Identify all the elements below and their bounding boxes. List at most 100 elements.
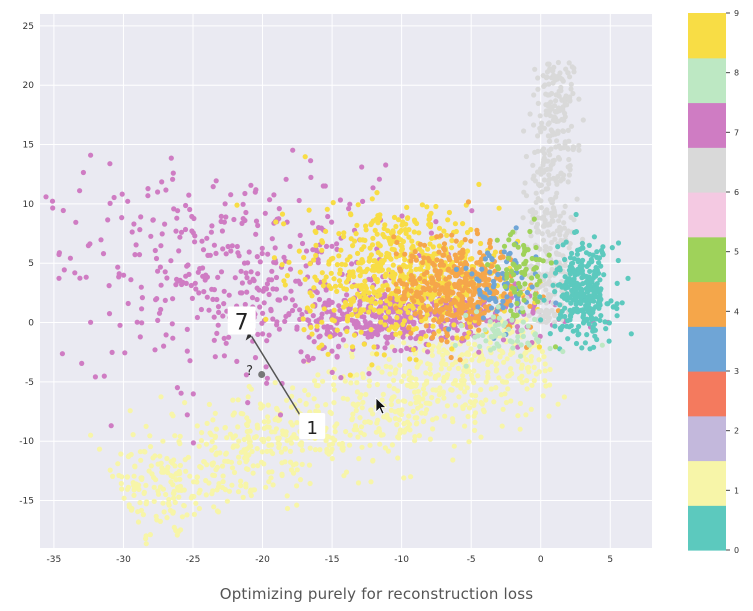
data-point-digit-7 — [228, 192, 234, 198]
y-tick-label: 10 — [23, 200, 35, 210]
data-point-digit-9 — [370, 218, 376, 224]
data-point-digit-7 — [286, 311, 292, 317]
data-point-digit-1 — [314, 403, 320, 409]
data-point-digit-1 — [331, 374, 338, 381]
data-point-digit-9 — [387, 301, 393, 307]
data-point-digit-7 — [138, 284, 144, 290]
data-point-digit-9 — [430, 323, 436, 329]
data-point-digit-6 — [565, 228, 571, 234]
data-point-digit-1 — [250, 463, 256, 469]
data-point-digit-6 — [542, 244, 549, 250]
data-point-digit-0 — [596, 260, 602, 266]
data-point-digit-1 — [517, 400, 524, 406]
data-point-digit-6 — [545, 61, 551, 67]
data-point-digit-9 — [390, 229, 396, 235]
data-point-digit-6 — [543, 281, 549, 287]
data-point-digit-7 — [106, 311, 113, 317]
data-point-digit-9 — [362, 294, 368, 300]
colorbar-segment — [688, 147, 726, 193]
data-point-digit-6 — [545, 229, 551, 235]
data-point-digit-1 — [408, 474, 414, 480]
data-point-digit-6 — [551, 64, 557, 70]
data-point-digit-4 — [406, 325, 412, 331]
data-point-digit-1 — [132, 464, 138, 470]
data-point-digit-3 — [480, 315, 486, 321]
data-point-digit-1 — [244, 446, 250, 452]
data-point-digit-1 — [245, 394, 251, 400]
data-point-digit-7 — [260, 310, 266, 316]
data-point-digit-7 — [72, 270, 78, 276]
data-point-digit-9 — [323, 274, 329, 280]
data-point-digit-7 — [266, 291, 272, 298]
data-point-digit-9 — [286, 259, 292, 265]
data-point-digit-9 — [337, 270, 343, 276]
data-point-digit-7 — [173, 228, 179, 234]
data-point-digit-8 — [482, 327, 488, 333]
data-point-digit-9 — [349, 344, 356, 350]
data-point-digit-1 — [248, 443, 254, 449]
colorbar-tick-label: 6 — [734, 188, 739, 197]
data-point-digit-9 — [425, 291, 431, 297]
data-point-digit-7 — [159, 231, 165, 237]
data-point-digit-4 — [433, 307, 439, 313]
data-point-digit-7 — [232, 275, 238, 281]
data-point-digit-0 — [590, 275, 596, 281]
data-point-digit-9 — [296, 248, 302, 254]
data-point-digit-1 — [181, 502, 187, 509]
data-point-digit-1 — [369, 351, 375, 357]
colorbar-segment — [688, 326, 726, 372]
data-point-digit-9 — [377, 216, 383, 222]
data-point-digit-3 — [479, 266, 485, 272]
digit-one-box — [299, 412, 326, 439]
data-point-digit-4 — [413, 257, 419, 263]
data-point-digit-4 — [397, 266, 403, 272]
data-point-digit-1 — [141, 489, 147, 495]
data-point-digit-1 — [444, 403, 450, 409]
data-point-digit-3 — [513, 225, 519, 231]
data-point-digit-4 — [463, 280, 469, 287]
data-point-digit-1 — [422, 391, 428, 397]
data-point-digit-7 — [100, 251, 107, 257]
data-point-digit-0 — [577, 263, 583, 269]
data-point-digit-1 — [475, 373, 481, 379]
data-point-digit-1 — [462, 423, 468, 429]
data-point-digit-1 — [229, 465, 236, 471]
data-point-digit-7 — [269, 277, 275, 283]
data-point-digit-1 — [240, 494, 246, 500]
data-point-digit-8 — [496, 315, 502, 321]
data-point-digit-1 — [161, 509, 167, 515]
data-point-digit-4 — [489, 263, 495, 269]
colorbar-tick-label: 9 — [734, 9, 739, 18]
data-point-digit-7 — [148, 233, 154, 239]
data-point-digit-1 — [368, 479, 374, 485]
data-point-digit-4 — [462, 259, 468, 266]
data-point-digit-9 — [452, 221, 458, 227]
data-point-digit-6 — [546, 101, 552, 107]
data-point-digit-9 — [279, 262, 285, 268]
data-point-digit-7 — [170, 170, 176, 176]
data-point-digit-1 — [438, 366, 444, 372]
data-point-digit-1 — [518, 365, 525, 371]
data-point-digit-7 — [190, 440, 196, 446]
data-point-digit-6 — [544, 210, 550, 216]
data-point-digit-4 — [396, 288, 402, 295]
data-point-digit-9 — [409, 245, 415, 251]
data-point-digit-1 — [155, 461, 161, 467]
data-point-digit-1 — [485, 369, 491, 375]
data-point-digit-1 — [412, 434, 418, 440]
data-point-digit-7 — [399, 213, 405, 219]
data-point-digit-1 — [203, 441, 210, 447]
data-point-digit-7 — [180, 279, 186, 285]
data-point-digit-0 — [567, 317, 573, 323]
data-point-digit-1 — [416, 433, 422, 439]
data-point-digit-0 — [593, 316, 599, 322]
data-point-digit-1 — [317, 447, 323, 453]
data-point-digit-6 — [530, 162, 536, 168]
data-point-digit-7 — [298, 349, 304, 355]
data-point-digit-7 — [297, 232, 303, 238]
data-point-digit-1 — [191, 511, 197, 517]
data-point-digit-1 — [340, 444, 346, 450]
data-point-digit-0 — [587, 311, 594, 317]
data-point-digit-8 — [501, 332, 507, 338]
data-point-digit-9 — [362, 289, 368, 295]
